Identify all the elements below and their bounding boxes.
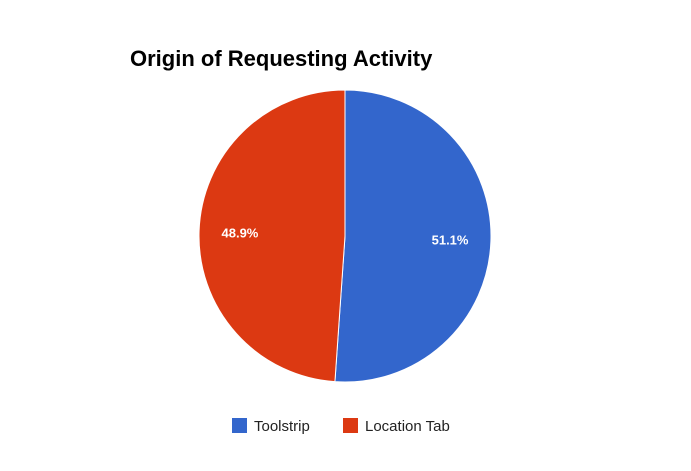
slice-label-location-tab: 48.9%: [222, 225, 259, 240]
legend-label-toolstrip: Toolstrip: [254, 418, 310, 435]
pie-slices: [198, 89, 492, 383]
pie-slice-location-tab: [198, 89, 346, 383]
legend-item-location-tab: Location Tab: [343, 418, 450, 435]
legend-label-location-tab: Location Tab: [365, 418, 450, 435]
slice-label-toolstrip: 51.1%: [432, 233, 469, 248]
pie-slice-toolstrip: [334, 89, 492, 383]
legend-item-toolstrip: Toolstrip: [232, 418, 310, 435]
legend: Toolstrip Location Tab: [232, 418, 450, 435]
pie-slice-labels: 51.1% 48.9%: [222, 225, 469, 247]
legend-swatch-toolstrip: [232, 418, 247, 433]
chart-title: Origin of Requesting Activity: [130, 46, 433, 71]
legend-swatch-location-tab: [343, 418, 358, 433]
